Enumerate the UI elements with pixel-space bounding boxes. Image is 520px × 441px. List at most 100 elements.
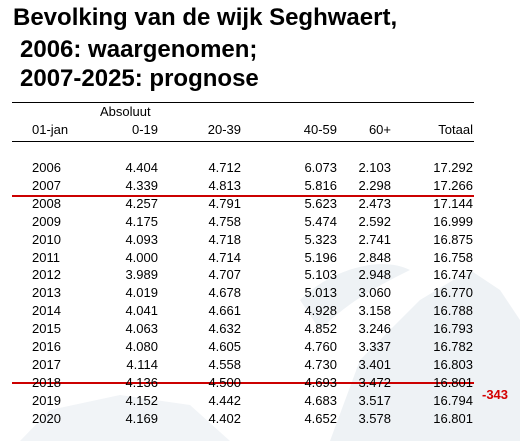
table-cell: 3.989 — [125, 267, 158, 283]
title-line-3: 2007-2025: prognose — [20, 65, 259, 92]
table-cell: 3.060 — [358, 285, 391, 301]
table-cell: 16.803 — [433, 356, 473, 372]
table-cell: 17.144 — [433, 195, 473, 211]
title-line-1: Bevolking van de wijk Seghwaert, — [13, 4, 398, 31]
table-cell: 3.401 — [358, 356, 391, 372]
table-cell: 3.158 — [358, 303, 391, 319]
table-cell: 4.404 — [125, 160, 158, 175]
table-cell: 5.816 — [304, 177, 337, 193]
table-cell: 16.782 — [433, 339, 473, 354]
table-top-rule — [12, 102, 474, 103]
table-cell: 4.758 — [208, 213, 241, 229]
table-cell: 16.999 — [433, 213, 473, 229]
table-cell: 16.758 — [433, 249, 473, 265]
row-year: 2009 — [32, 213, 61, 229]
row-year: 2013 — [32, 285, 61, 301]
table-cell: 2.592 — [358, 213, 391, 229]
table-cell: 4.718 — [208, 231, 241, 247]
table-cell: 16.747 — [433, 267, 473, 283]
table-cell: 4.791 — [208, 195, 241, 211]
row-year: 2018 — [32, 374, 61, 390]
table-cell: 2.948 — [358, 267, 391, 283]
table-cell: 5.103 — [304, 267, 337, 283]
table-cell: 3.246 — [358, 321, 391, 337]
table-cell: 3.472 — [358, 374, 391, 390]
column-header: 0-19 — [131, 122, 158, 137]
table-cell: 4.632 — [208, 321, 241, 337]
table-cell: 4.605 — [208, 339, 241, 354]
row-year: 2014 — [32, 303, 61, 319]
year-2017-divider — [12, 382, 474, 384]
table-cell: 4.813 — [208, 177, 241, 193]
table-cell: 3.517 — [358, 392, 391, 408]
table-cell: 4.652 — [304, 410, 337, 426]
table-cell: 16.801 — [433, 410, 473, 426]
row-year: 2008 — [32, 195, 61, 211]
table-cell: 4.000 — [125, 249, 158, 265]
table-cell: 4.730 — [304, 356, 337, 372]
table-cell: 4.852 — [304, 321, 337, 337]
table-cell: 3.578 — [358, 410, 391, 426]
table-cell: 5.323 — [304, 231, 337, 247]
table-cell: 5.196 — [304, 249, 337, 265]
row-year: 2016 — [32, 339, 61, 354]
title-line-2: 2006: waargenomen; — [20, 36, 258, 63]
table-cell: 4.114 — [126, 356, 158, 372]
row-year: 2006 — [32, 160, 61, 175]
row-year: 2017 — [32, 356, 61, 372]
column-header: 40-59 — [303, 122, 337, 137]
column-header: 60+ — [368, 122, 391, 137]
table-cell: 6.073 — [304, 160, 337, 175]
table-cell: 2.473 — [358, 195, 391, 211]
header-bottom-rule — [12, 141, 474, 142]
table-cell: 4.019 — [125, 285, 158, 301]
row-year: 2012 — [32, 267, 61, 283]
table-cell: 16.770 — [433, 285, 473, 301]
table-cell: 4.136 — [125, 374, 158, 390]
row-year: 2019 — [32, 392, 61, 408]
table-cell: 4.760 — [304, 339, 337, 354]
table-cell: 4.661 — [208, 303, 241, 319]
table-cell: 4.041 — [125, 303, 158, 319]
table-cell: 4.683 — [304, 392, 337, 408]
table-cell: 4.693 — [304, 374, 337, 390]
column-header: 01-jan — [32, 122, 69, 137]
group-header-absolute: Absoluut — [100, 104, 151, 119]
table-cell: 5.013 — [304, 285, 337, 301]
table-cell: 4.152 — [125, 392, 158, 408]
table-cell: 16.794 — [433, 392, 473, 408]
table-cell: 5.474 — [304, 213, 337, 229]
table-cell: 3.337 — [358, 339, 391, 354]
table-cell: 4.714 — [208, 249, 241, 265]
table-cell: 4.712 — [208, 160, 241, 175]
table-cell: 16.788 — [433, 303, 473, 319]
table-cell: 4.442 — [208, 392, 241, 408]
table-cell: 4.175 — [125, 213, 158, 229]
table-cell: 17.266 — [433, 177, 473, 193]
table-cell: 16.875 — [433, 231, 473, 247]
table-cell: 16.801 — [433, 374, 473, 390]
row-year: 2015 — [32, 321, 61, 337]
change-annotation: -343 — [482, 387, 509, 402]
table-cell: 2.103 — [358, 160, 391, 175]
table-cell: 2.848 — [358, 249, 391, 265]
row-year: 2011 — [32, 249, 60, 265]
table-cell: 4.093 — [125, 231, 158, 247]
table-cell: 4.080 — [125, 339, 158, 354]
table-cell: 5.623 — [304, 195, 337, 211]
row-year: 2007 — [32, 177, 61, 193]
table-cell: 4.402 — [208, 410, 241, 426]
row-year: 2010 — [32, 231, 61, 247]
observed-forecast-divider — [12, 195, 474, 197]
table-cell: 4.169 — [125, 410, 158, 426]
table-cell: 17.292 — [433, 160, 473, 175]
table-cell: 4.678 — [208, 285, 241, 301]
table-cell: 4.257 — [125, 195, 158, 211]
table-cell: 16.793 — [433, 321, 473, 337]
table-cell: 2.741 — [358, 231, 391, 247]
table-cell: 4.928 — [304, 303, 337, 319]
column-header: 20-39 — [207, 122, 241, 137]
table-cell: 4.500 — [208, 374, 241, 390]
table-cell: 4.339 — [125, 177, 158, 193]
